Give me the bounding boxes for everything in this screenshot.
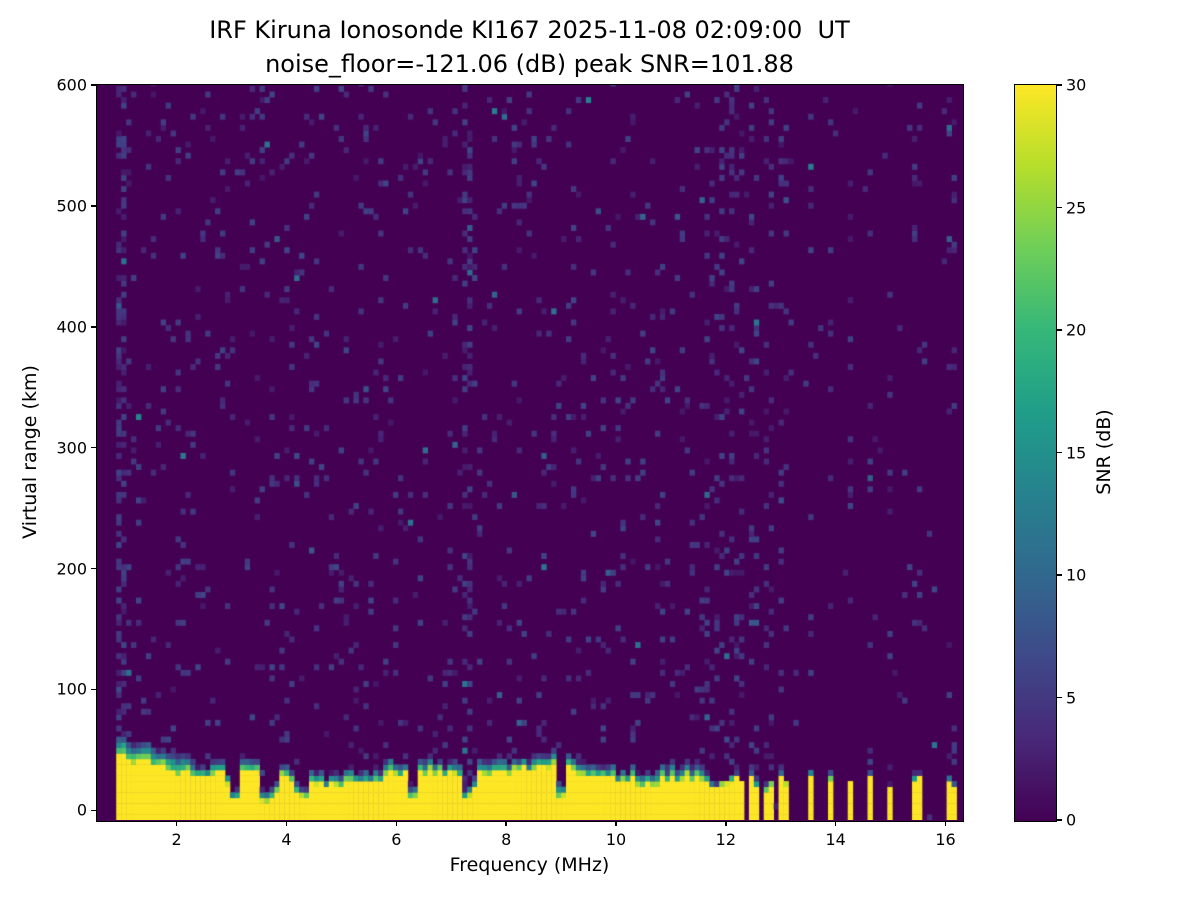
x-tick-label: 16 [935,830,956,849]
colorbar-tick-label: 5 [1066,688,1077,707]
y-tick-mark [91,688,96,691]
x-tick-mark [944,821,947,826]
y-tick-label: 400 [56,317,87,337]
x-axis-label: Frequency (MHz) [449,854,610,876]
y-tick-mark [91,84,96,86]
x-tick-label: 12 [715,830,737,849]
y-tick-label: 300 [56,438,87,458]
colorbar-tick-label: 20 [1066,320,1087,340]
colorbar-tick-label: 15 [1066,443,1087,462]
x-tick-label: 2 [171,830,182,849]
y-tick-label: 0 [76,800,87,820]
colorbar [1014,84,1057,822]
colorbar-tick-label: 10 [1066,565,1087,585]
x-tick-mark [285,821,288,826]
colorbar-gradient [1015,85,1056,821]
colorbar-tick-mark [1057,819,1062,821]
y-tick-mark [91,326,96,328]
colorbar-tick-mark [1057,206,1062,209]
x-tick-mark [834,821,837,826]
x-tick-label: 4 [281,830,292,849]
colorbar-tick-mark [1057,329,1062,331]
y-tick-label: 100 [56,679,87,699]
x-tick-label: 10 [605,830,627,849]
y-tick-mark [91,809,96,812]
x-tick-mark [725,821,727,826]
x-tick-mark [615,821,617,826]
colorbar-tick-label: 25 [1066,198,1087,217]
colorbar-tick-label: 0 [1066,810,1077,830]
y-tick-mark [91,567,96,570]
chart-title: IRF Kiruna Ionosonde KI167 2025-11-08 02… [209,16,850,44]
y-tick-mark [91,446,96,449]
colorbar-tick-mark [1057,696,1062,699]
x-tick-label: 14 [825,830,846,849]
chart-subtitle: noise_floor=-121.06 (dB) peak SNR=101.88 [265,50,794,78]
colorbar-tick-label: 30 [1066,75,1087,95]
colorbar-label: SNR (dB) [1093,409,1115,495]
y-tick-label: 600 [56,75,87,95]
x-tick-mark [175,821,178,826]
y-tick-label: 200 [56,559,87,579]
y-tick-mark [91,205,96,207]
y-tick-label: 500 [56,196,87,216]
x-tick-label: 6 [391,830,402,849]
colorbar-tick-mark [1057,574,1062,576]
ionogram-heatmap-canvas [97,85,962,820]
colorbar-tick-mark [1057,84,1062,86]
x-tick-mark [395,821,398,826]
x-tick-mark [505,821,507,826]
colorbar-tick-mark [1057,451,1062,454]
x-tick-label: 8 [501,830,512,849]
